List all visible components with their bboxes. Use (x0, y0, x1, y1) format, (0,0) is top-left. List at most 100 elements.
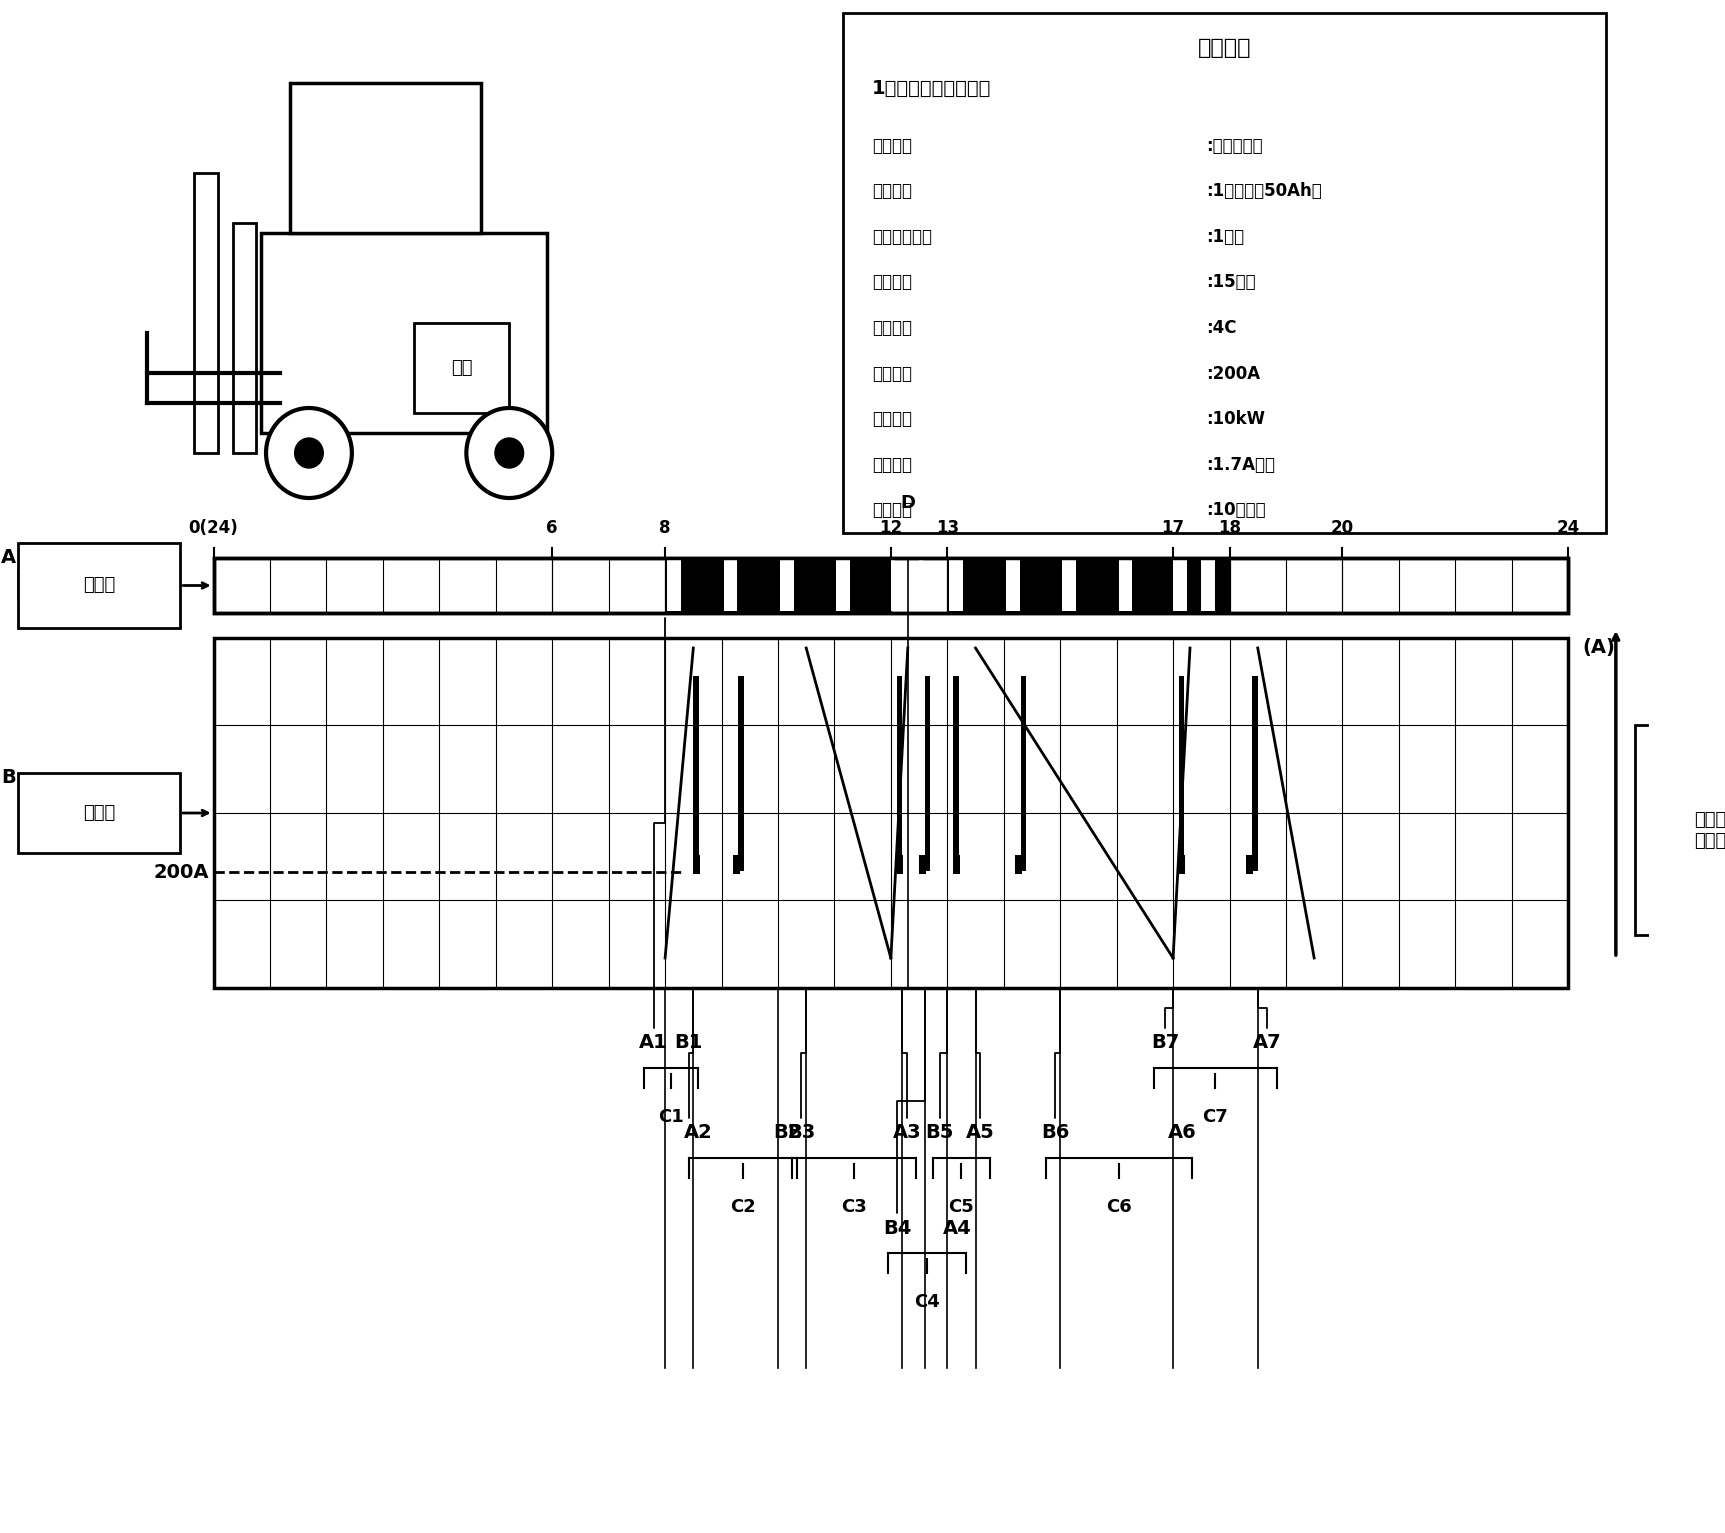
Text: 17: 17 (1161, 520, 1185, 537)
Bar (947, 558, 1230, 613)
Bar (693, 560, 697, 612)
Text: 电池寿命: 电池寿命 (871, 501, 913, 520)
Text: 充电电流: 充电电流 (871, 365, 913, 383)
Bar (1173, 560, 1230, 612)
Text: (A): (A) (1582, 639, 1615, 658)
Bar (890, 560, 895, 612)
Bar (1635, 725, 1725, 935)
Bar (666, 560, 669, 612)
Bar (214, 638, 1568, 987)
Bar (862, 560, 868, 612)
Bar (1178, 855, 1185, 874)
Bar (778, 560, 792, 612)
Bar (780, 560, 794, 612)
Text: :200A: :200A (1206, 365, 1259, 383)
Circle shape (495, 438, 524, 468)
Bar (806, 560, 821, 612)
Text: C2: C2 (730, 1197, 756, 1216)
Bar (1061, 560, 1064, 612)
Text: 受电功率: 受电功率 (871, 411, 913, 428)
Text: 运转图: 运转图 (83, 576, 116, 595)
Bar (195, 173, 219, 452)
Text: :锂离子当量: :锂离子当量 (1206, 136, 1263, 155)
Text: 6: 6 (547, 520, 557, 537)
Bar (17, 773, 179, 852)
Bar (976, 560, 990, 612)
Bar (693, 676, 699, 871)
Text: 1吨型叉车规格（例）: 1吨型叉车规格（例） (871, 78, 992, 98)
Bar (1006, 560, 1019, 612)
Text: :1.7A日元: :1.7A日元 (1206, 455, 1275, 474)
Bar (1145, 560, 1159, 612)
Bar (835, 560, 890, 612)
Text: 0(24): 0(24) (188, 520, 238, 537)
Text: A6: A6 (1168, 1124, 1197, 1142)
Bar (778, 560, 835, 612)
Text: C5: C5 (949, 1197, 975, 1216)
Bar (1173, 560, 1176, 612)
Text: C3: C3 (842, 1197, 868, 1216)
Circle shape (466, 408, 552, 498)
Bar (1088, 560, 1092, 612)
Text: 充电速率
（电流）: 充电速率 （电流） (1694, 811, 1725, 849)
Text: 18: 18 (1218, 520, 1240, 537)
Bar (778, 560, 781, 612)
Bar (214, 558, 1568, 613)
Text: :1小时量（50Ah）: :1小时量（50Ah） (1206, 182, 1321, 201)
Bar (1014, 855, 1021, 874)
Bar (1173, 560, 1187, 612)
Bar (919, 560, 923, 612)
Bar (666, 558, 890, 613)
Bar (750, 560, 754, 612)
Text: B1: B1 (674, 1033, 702, 1053)
Bar (844, 12, 1606, 533)
Bar (693, 560, 707, 612)
Bar (1061, 560, 1116, 612)
Text: 额定用量: 额定用量 (871, 182, 913, 201)
Bar (976, 560, 980, 612)
Text: 电池价格: 电池价格 (871, 455, 913, 474)
Bar (862, 560, 876, 612)
Text: C7: C7 (1202, 1108, 1228, 1127)
Bar (1061, 560, 1075, 612)
Bar (214, 558, 1568, 613)
Text: C4: C4 (914, 1292, 940, 1311)
Bar (925, 676, 930, 871)
Bar (666, 560, 680, 612)
Bar (214, 558, 1568, 613)
Text: A3: A3 (892, 1124, 921, 1142)
Circle shape (266, 408, 352, 498)
Text: :15分钟: :15分钟 (1206, 273, 1256, 291)
Bar (1116, 560, 1132, 612)
Bar (1201, 560, 1206, 612)
Bar (1032, 560, 1037, 612)
Bar (1252, 676, 1258, 871)
Bar (750, 560, 764, 612)
Text: D: D (900, 494, 916, 512)
Text: B: B (2, 768, 16, 788)
Text: C1: C1 (659, 1108, 685, 1127)
Text: A5: A5 (966, 1124, 995, 1142)
Bar (738, 676, 743, 871)
Bar (1116, 560, 1173, 612)
Bar (835, 560, 838, 612)
Text: :1小时: :1小时 (1206, 228, 1244, 245)
Text: C6: C6 (1106, 1197, 1132, 1216)
Text: 充电速率: 充电速率 (871, 319, 913, 337)
Bar (919, 855, 926, 874)
Text: B5: B5 (926, 1124, 954, 1142)
Bar (1088, 560, 1102, 612)
Bar (17, 543, 179, 629)
Text: 200A: 200A (154, 863, 209, 881)
Bar (1021, 676, 1026, 871)
Text: B2: B2 (773, 1124, 802, 1142)
Text: 20: 20 (1330, 520, 1354, 537)
Text: 充电时间: 充电时间 (871, 273, 913, 291)
Bar (897, 676, 902, 871)
Text: 使用电池: 使用电池 (871, 136, 913, 155)
Bar (668, 560, 681, 612)
Text: 13: 13 (935, 520, 959, 537)
Bar (414, 323, 509, 412)
Bar (733, 855, 740, 874)
Bar (1004, 560, 1018, 612)
